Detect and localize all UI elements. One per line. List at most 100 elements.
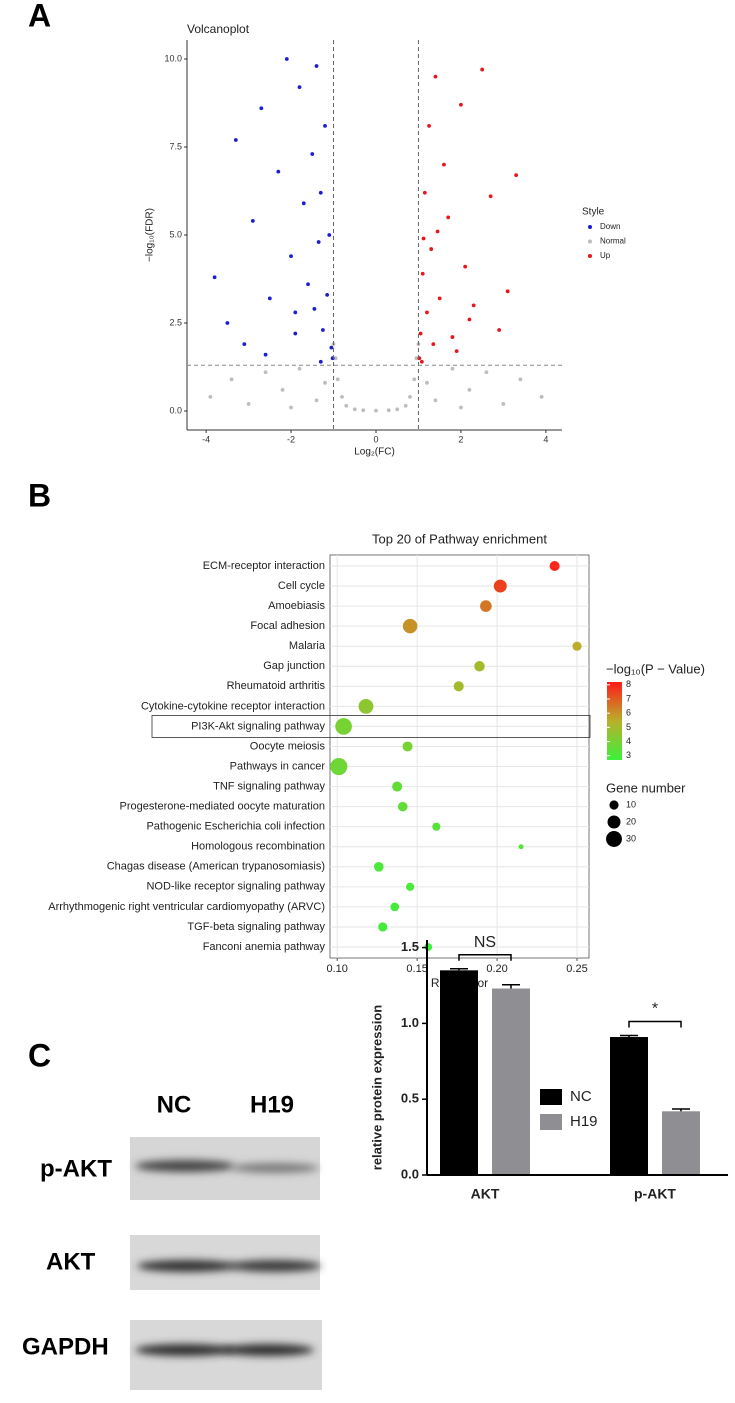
y-tick-label: Chagas disease (American trypanosomiasis… (107, 861, 325, 873)
y-tick-label: Progesterone-mediated oocyte maturation (120, 801, 325, 813)
point (284, 57, 289, 61)
point (250, 219, 255, 223)
point (442, 162, 446, 167)
panel-letter: B (28, 477, 51, 513)
legend-title: Style (582, 207, 605, 218)
point (323, 123, 327, 128)
legend-label: Normal (600, 237, 626, 246)
y-tick-label: 1.0 (401, 1015, 419, 1030)
point (208, 395, 213, 399)
point (480, 67, 485, 72)
y-tick-label: Arrhythmogenic right ventricular cardiom… (48, 901, 325, 913)
dot (493, 579, 507, 593)
point (497, 328, 502, 332)
legend-label: H19 (570, 1113, 598, 1130)
point (421, 236, 426, 241)
point (318, 190, 323, 195)
point (263, 352, 268, 357)
point (386, 408, 391, 413)
dot (392, 781, 403, 792)
point (484, 370, 489, 375)
point (505, 289, 510, 294)
dot (330, 757, 348, 776)
point (233, 138, 238, 142)
point (425, 380, 429, 385)
y-tick-label: TGF-beta signaling pathway (187, 921, 325, 933)
point (259, 106, 264, 111)
legend-label: NC (570, 1088, 592, 1105)
point (429, 247, 434, 251)
point (418, 331, 423, 336)
y-tick-label: 0.0 (169, 405, 182, 415)
significance-label: NS (474, 934, 496, 951)
significance-bracket (628, 1020, 682, 1028)
point (395, 407, 400, 412)
point (312, 307, 317, 311)
point (246, 402, 251, 406)
y-tick-label: Gap junction (263, 660, 325, 672)
dot (335, 718, 352, 735)
y-tick-label: 0.0 (401, 1166, 419, 1181)
y-tick-label: NOD-like receptor signaling pathway (146, 881, 325, 893)
legend-marker (588, 225, 592, 229)
y-tick-label: 5.0 (169, 229, 182, 239)
band (135, 1160, 235, 1172)
dot (480, 600, 492, 612)
y-tick-label: Cytokine-cytokine receptor interaction (141, 700, 325, 712)
point (289, 254, 293, 259)
y-tick-label: Malaria (289, 640, 326, 652)
legend-swatch (540, 1114, 562, 1130)
lane-label: NC (157, 1091, 192, 1118)
point (267, 296, 272, 301)
highlight-box (151, 715, 591, 738)
size-legend-marker (606, 831, 622, 847)
colorbar-label: 4 (626, 736, 631, 746)
x-tick-label: -4 (202, 434, 210, 444)
dot (402, 618, 418, 634)
point (514, 173, 519, 178)
band (137, 1260, 237, 1272)
x-tick-label: 4 (543, 434, 548, 444)
point (425, 310, 429, 315)
colorbar-label: 5 (626, 722, 631, 732)
size-legend-label: 10 (626, 799, 636, 809)
point (293, 310, 298, 315)
point (327, 233, 332, 237)
x-tick-label: p-AKT (634, 1186, 676, 1202)
point (323, 380, 327, 385)
point (242, 342, 247, 347)
point (361, 408, 366, 413)
point (318, 359, 323, 364)
point (225, 321, 230, 325)
point (420, 271, 425, 276)
chart-title: Volcanoplot (187, 22, 250, 36)
band (135, 1344, 235, 1356)
y-tick-label: Fanconi anemia pathway (203, 941, 326, 953)
y-tick-label: Focal adhesion (250, 620, 325, 632)
colorbar-label: 3 (626, 750, 631, 760)
y-axis-label: −log₁₀(FDR) (145, 208, 156, 262)
y-tick-label: 0.5 (401, 1091, 419, 1106)
dot (474, 661, 485, 672)
point (229, 377, 234, 382)
point (297, 85, 302, 90)
point (488, 194, 493, 199)
dot (402, 741, 413, 752)
legend-marker (588, 239, 592, 244)
point (467, 317, 472, 322)
y-tick-label: Rheumatoid arthritis (227, 680, 326, 692)
x-axis-label: Log₂(FC) (354, 447, 395, 458)
point (344, 403, 349, 408)
point (446, 215, 451, 220)
y-tick-label: Pathogenic Escherichia coli infection (146, 821, 325, 833)
dot (373, 861, 384, 872)
dot (572, 641, 582, 651)
y-tick-label: Homologous recombination (191, 841, 325, 853)
point (518, 377, 523, 382)
point (437, 296, 442, 301)
point (297, 366, 302, 371)
size-legend-label: 30 (626, 833, 636, 843)
point (301, 201, 306, 206)
point (431, 342, 436, 347)
x-tick-label: AKT (471, 1186, 500, 1202)
